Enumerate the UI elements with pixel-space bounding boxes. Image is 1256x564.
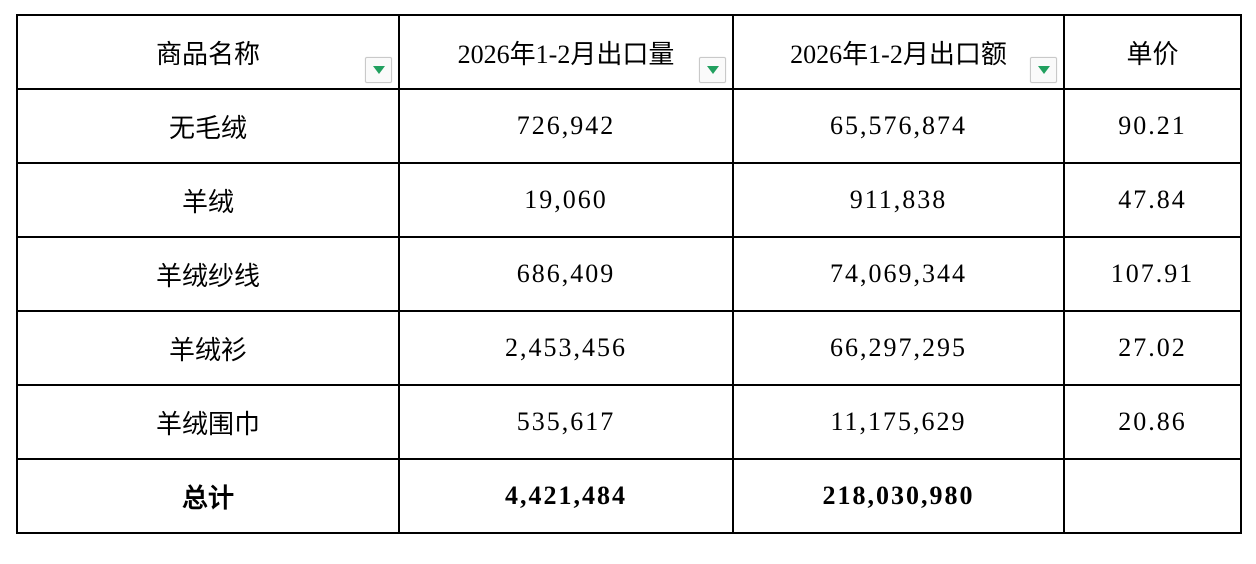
header-product-name: 商品名称	[16, 14, 400, 90]
table-row: 羊绒衫 2,453,456 66,297,295 27.02	[16, 310, 1242, 386]
cell-product-name: 羊绒衫	[16, 310, 400, 386]
header-export-value-label: 2026年1-2月出口额	[790, 39, 1007, 69]
cell-unit-price: 20.86	[1063, 384, 1242, 460]
cell-unit-price: 107.91	[1063, 236, 1242, 312]
table-row: 无毛绒 726,942 65,576,874 90.21	[16, 88, 1242, 164]
filter-dropdown-button-export-volume[interactable]	[699, 57, 726, 83]
cell-total-label: 总计	[16, 458, 400, 534]
header-product-name-label: 商品名称	[155, 39, 260, 69]
header-export-volume: 2026年1-2月出口量	[398, 14, 734, 90]
header-export-volume-label: 2026年1-2月出口量	[457, 39, 675, 69]
cell-export-volume: 686,409	[398, 236, 734, 312]
filter-dropdown-button-product-name[interactable]	[365, 57, 392, 83]
cell-export-volume: 535,617	[398, 384, 734, 460]
cell-export-volume: 2,453,456	[398, 310, 734, 386]
filter-dropdown-button-export-value[interactable]	[1030, 57, 1057, 83]
cell-total-export-volume: 4,421,484	[398, 458, 734, 534]
cell-product-name: 羊绒围巾	[16, 384, 400, 460]
header-export-value: 2026年1-2月出口额	[732, 14, 1065, 90]
filter-dropdown-arrow-icon	[706, 66, 719, 74]
header-unit-price: 单价	[1063, 14, 1242, 90]
cell-product-name: 无毛绒	[16, 88, 400, 164]
cell-unit-price: 27.02	[1063, 310, 1242, 386]
cell-unit-price: 90.21	[1063, 88, 1242, 164]
cell-total-unit-price	[1063, 458, 1242, 534]
cell-total-export-value: 218,030,980	[732, 458, 1065, 534]
table-row: 羊绒围巾 535,617 11,175,629 20.86	[16, 384, 1242, 460]
header-row: 商品名称 2026年1-2月出口量 2026年1-2月出口额	[16, 14, 1242, 90]
cell-export-value: 911,838	[732, 162, 1065, 238]
total-row: 总计 4,421,484 218,030,980	[16, 458, 1242, 534]
filter-dropdown-arrow-icon	[1037, 66, 1050, 74]
cell-export-volume: 19,060	[398, 162, 734, 238]
cell-product-name: 羊绒	[16, 162, 400, 238]
header-unit-price-label: 单价	[1126, 39, 1179, 69]
table-row: 羊绒纱线 686,409 74,069,344 107.91	[16, 236, 1242, 312]
cell-export-value: 11,175,629	[732, 384, 1065, 460]
cell-export-volume: 726,942	[398, 88, 734, 164]
cell-export-value: 66,297,295	[732, 310, 1065, 386]
table-row: 羊绒 19,060 911,838 47.84	[16, 162, 1242, 238]
cell-export-value: 74,069,344	[732, 236, 1065, 312]
cell-unit-price: 47.84	[1063, 162, 1242, 238]
cell-export-value: 65,576,874	[732, 88, 1065, 164]
filter-dropdown-arrow-icon	[372, 66, 385, 74]
export-data-table: 商品名称 2026年1-2月出口量 2026年1-2月出口额	[16, 14, 1242, 534]
cell-product-name: 羊绒纱线	[16, 236, 400, 312]
